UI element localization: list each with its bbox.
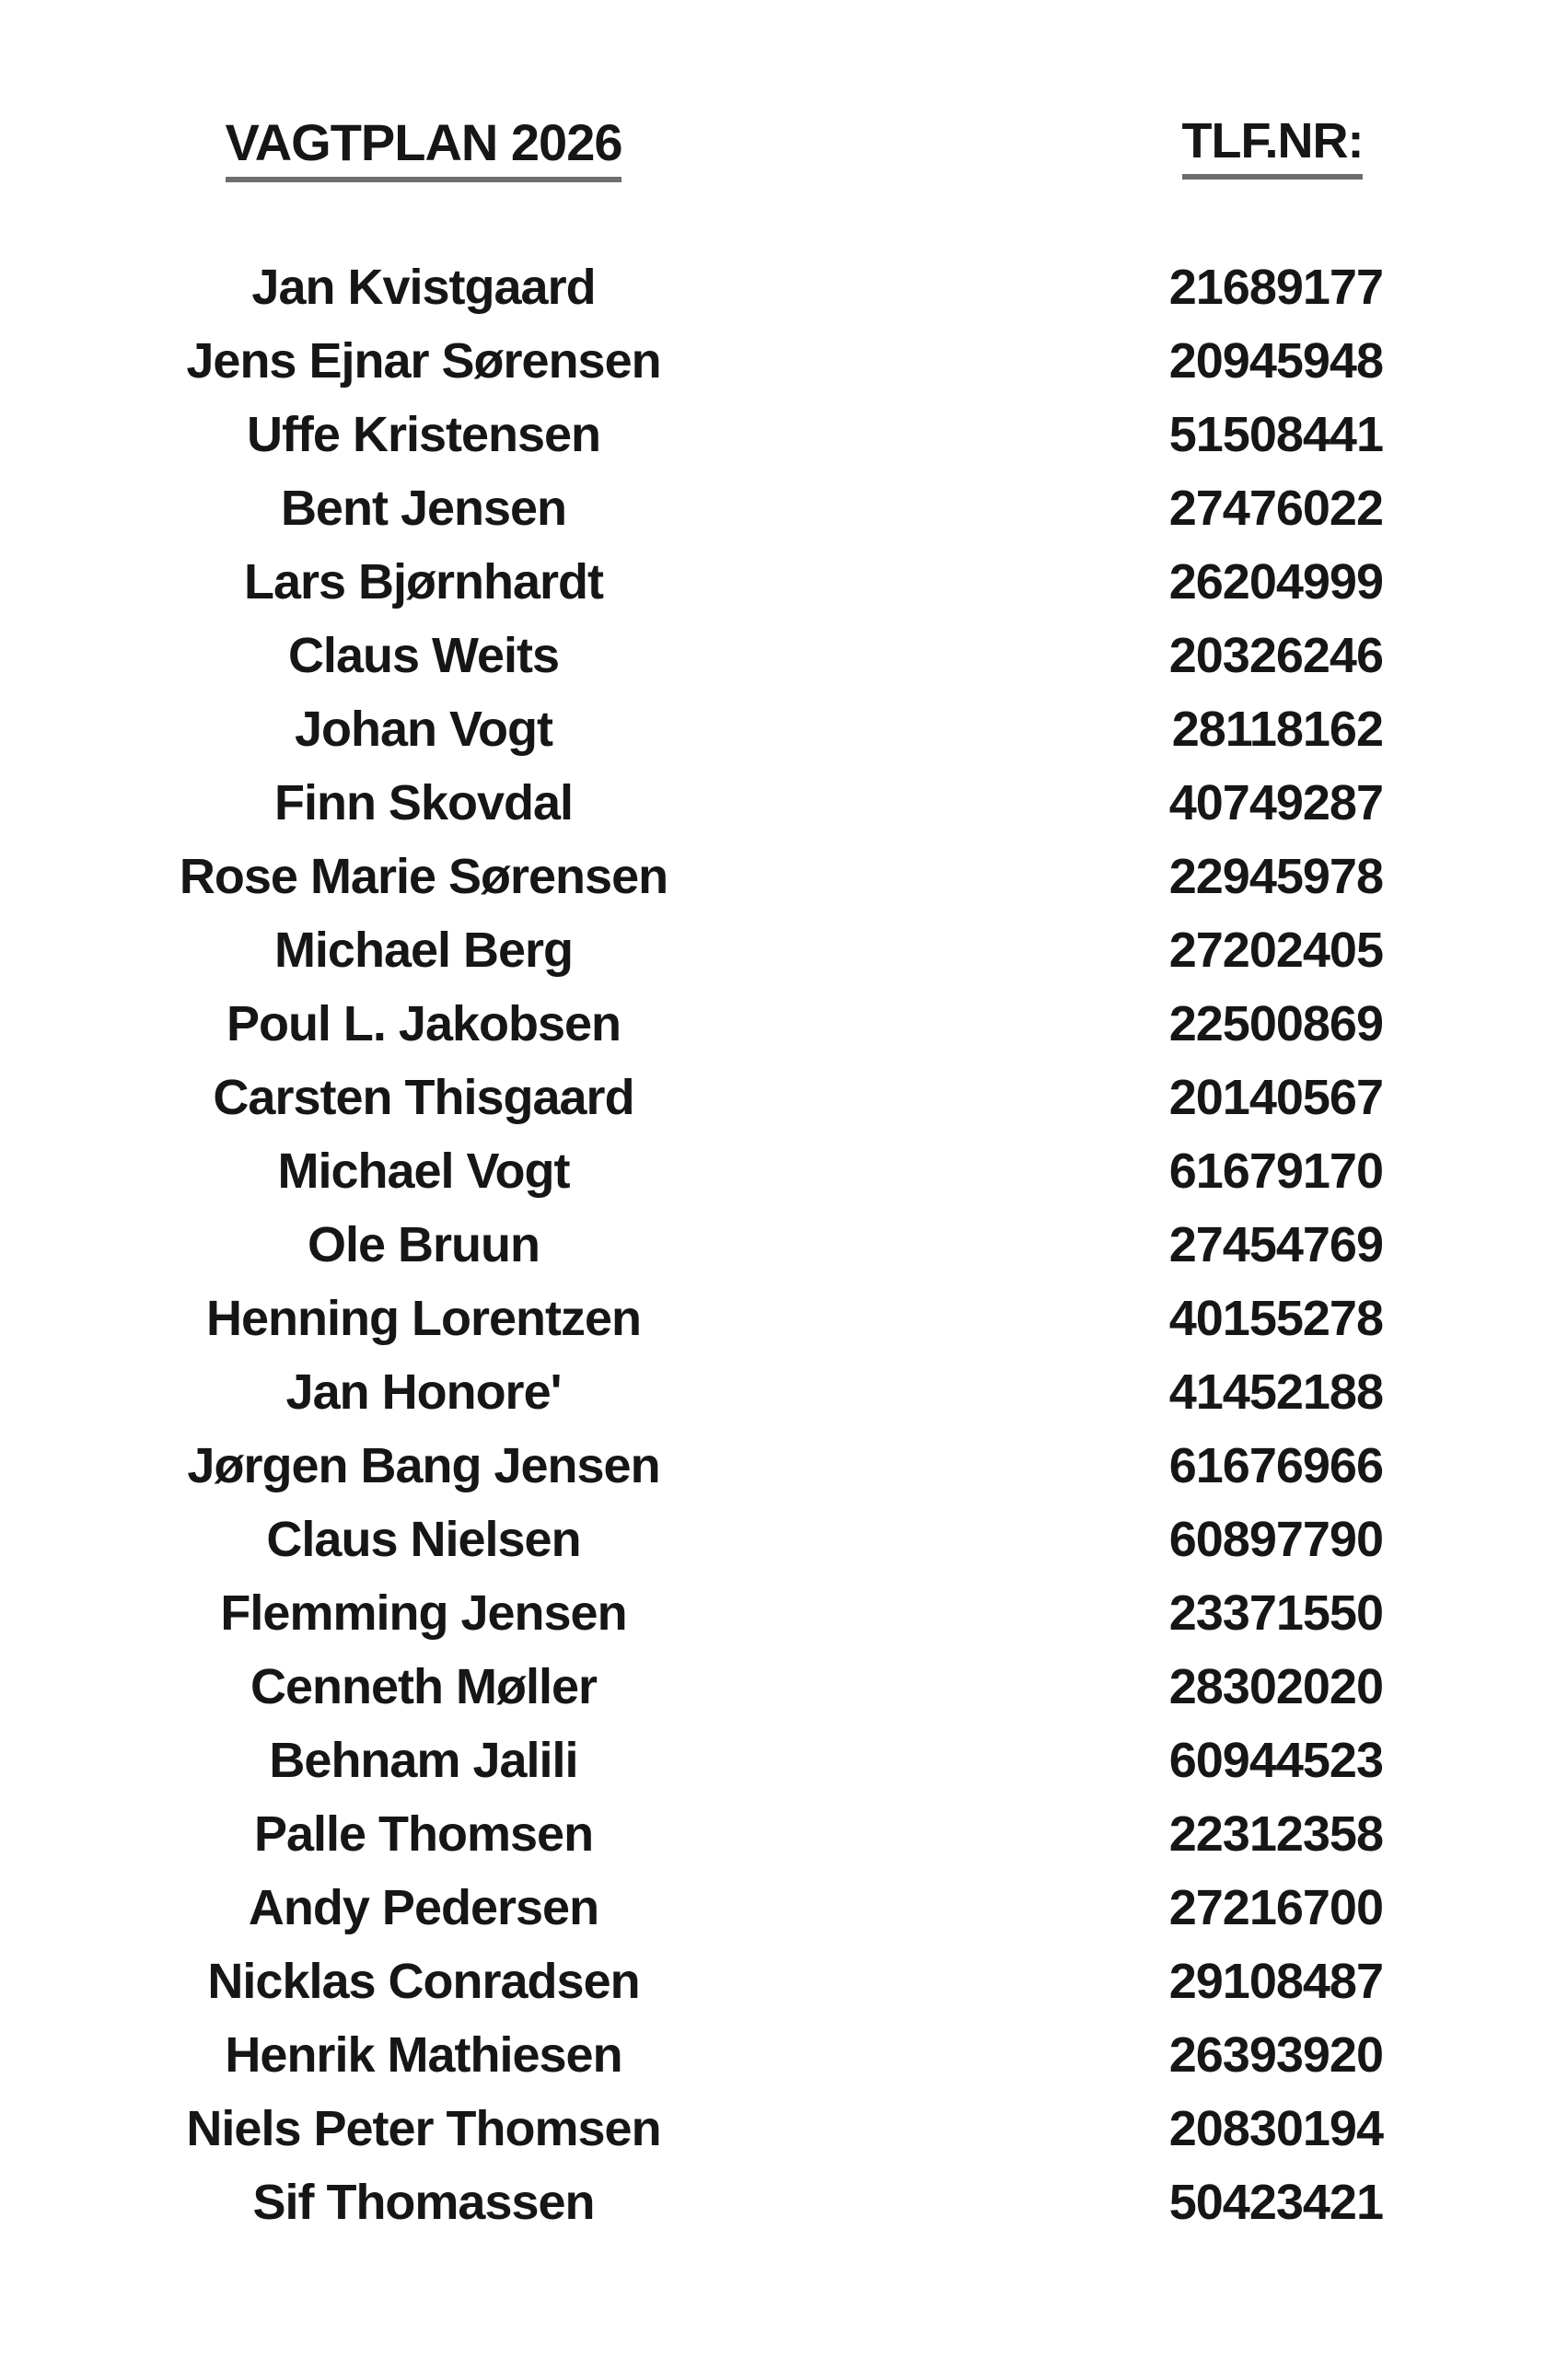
roster-row: Ole Bruun 27454769 [0,1208,1568,1282]
person-name: Sif Thomassen [252,2175,595,2230]
roster-row: Bent Jensen 27476022 [0,471,1568,545]
phone-column-header-text: TLF.NR: [1181,112,1364,180]
person-name: Behnam Jalili [269,1733,578,1788]
roster-row: Jan Kvistgaard 21689177 [0,250,1568,324]
phone-number: 28302020 [1168,1659,1384,1714]
roster-list: Jan Kvistgaard 21689177 Jens Ejnar Søren… [0,250,1568,2239]
phone-number: 40155278 [1168,1291,1384,1346]
person-name: Poul L. Jakobsen [226,996,621,1051]
person-name: Andy Pedersen [248,1880,599,1935]
roster-row: Lars Bjørnhardt 26204999 [0,545,1568,619]
person-name: Jørgen Bang Jensen [187,1438,660,1493]
page-title-text: VAGTPLAN 2026 [225,112,622,182]
person-name: Carsten Thisgaard [213,1070,634,1125]
roster-row: Johan Vogt 28118162 [0,692,1568,766]
roster-row: Michael Berg 27202405 [0,913,1568,987]
person-name: Finn Skovdal [273,775,574,830]
person-name: Cenneth Møller [250,1659,598,1714]
person-name: Johan Vogt [295,702,553,757]
phone-number: 23371550 [1168,1585,1384,1641]
roster-row: Claus Nielsen 60897790 [0,1503,1568,1576]
roster-row: Claus Weits 20326246 [0,619,1568,692]
phone-number: 20140567 [1168,1070,1384,1125]
phone-number: 22312358 [1168,1806,1384,1862]
phone-number: 60944523 [1168,1733,1384,1788]
phone-number: 28118162 [1171,702,1384,757]
person-name: Palle Thomsen [253,1806,594,1862]
phone-number: 41452188 [1168,1364,1384,1420]
person-name: Jens Ejnar Sørensen [186,333,661,389]
phone-number: 29108487 [1168,1954,1384,2009]
phone-number: 60897790 [1168,1512,1384,1567]
person-name: Claus Nielsen [266,1512,581,1567]
roster-row: Sif Thomassen 50423421 [0,2165,1568,2239]
roster-row: Cenneth Møller 28302020 [0,1650,1568,1724]
roster-row: Andy Pedersen 27216700 [0,1871,1568,1945]
roster-row: Michael Vogt 61679170 [0,1134,1568,1208]
phone-number: 26393920 [1168,2027,1384,2083]
phone-number: 20945948 [1168,333,1384,389]
phone-number: 22500869 [1168,996,1384,1051]
phone-number: 20326246 [1168,628,1384,683]
person-name: Ole Bruun [307,1217,540,1272]
roster-row: Jens Ejnar Sørensen 20945948 [0,324,1568,398]
roster-row: Flemming Jensen 23371550 [0,1576,1568,1650]
roster-row: Palle Thomsen 22312358 [0,1797,1568,1871]
person-name: Jan Kvistgaard [251,260,596,315]
phone-number: 27216700 [1168,1880,1384,1935]
phone-number: 21689177 [1168,260,1384,315]
roster-row: Henning Lorentzen 40155278 [0,1282,1568,1355]
roster-row: Carsten Thisgaard 20140567 [0,1061,1568,1134]
person-name: Nicklas Conradsen [207,1954,640,2009]
page-title: VAGTPLAN 2026 [0,112,847,182]
roster-row: Nicklas Conradsen 29108487 [0,1945,1568,2018]
phone-number: 20830194 [1168,2101,1384,2156]
phone-number: 61676966 [1168,1438,1384,1493]
person-name: Henning Lorentzen [206,1291,642,1346]
roster-row: Jørgen Bang Jensen 61676966 [0,1429,1568,1503]
roster-row: Uffe Kristensen 51508441 [0,398,1568,471]
person-name: Bent Jensen [280,481,567,536]
person-name: Uffe Kristensen [246,407,601,462]
person-name: Henrik Mathiesen [225,2027,622,2083]
phone-number: 27202405 [1168,923,1384,978]
roster-row: Niels Peter Thomsen 20830194 [0,2092,1568,2165]
phone-number: 50423421 [1168,2175,1384,2230]
person-name: Jan Honore' [285,1364,563,1420]
phone-number: 40749287 [1168,775,1384,830]
phone-number: 61679170 [1168,1144,1384,1199]
roster-row: Henrik Mathiesen 26393920 [0,2018,1568,2092]
roster-row: Finn Skovdal 40749287 [0,766,1568,840]
phone-column-header: TLF.NR: [1162,112,1383,180]
phone-number: 22945978 [1168,849,1384,904]
person-name: Lars Bjørnhardt [243,554,604,610]
phone-number: 27476022 [1168,481,1384,536]
roster-row: Behnam Jalili 60944523 [0,1724,1568,1797]
roster-row: Poul L. Jakobsen 22500869 [0,987,1568,1061]
phone-number: 27454769 [1168,1217,1384,1272]
person-name: Niels Peter Thomsen [186,2101,661,2156]
person-name: Claus Weits [287,628,560,683]
phone-number: 26204999 [1168,554,1384,610]
person-name: Michael Berg [273,923,574,978]
roster-row: Jan Honore' 41452188 [0,1355,1568,1429]
person-name: Michael Vogt [277,1144,570,1199]
person-name: Flemming Jensen [220,1585,627,1641]
phone-number: 51508441 [1168,407,1384,462]
person-name: Rose Marie Sørensen [179,849,668,904]
roster-row: Rose Marie Sørensen 22945978 [0,840,1568,913]
